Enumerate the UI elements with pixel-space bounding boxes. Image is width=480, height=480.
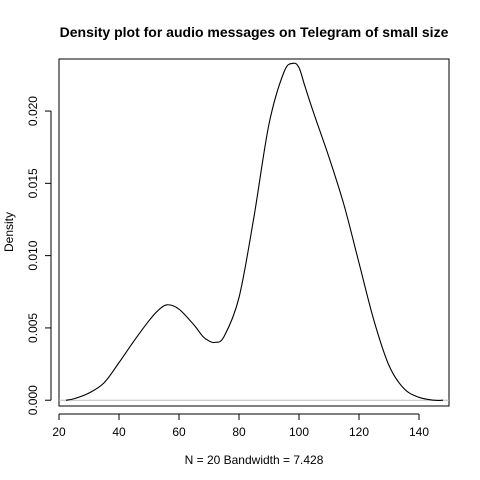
- x-tick-label: 20: [52, 425, 66, 439]
- x-axis: 20 40 60 80 100 120 140: [52, 413, 429, 439]
- y-tick-label: 0.000: [26, 385, 40, 415]
- y-tick-label: 0.020: [26, 96, 40, 126]
- y-axis-label: Density: [2, 212, 16, 252]
- x-tick-label: 100: [289, 425, 309, 439]
- x-axis-label: N = 20 Bandwidth = 7.428: [185, 453, 324, 467]
- chart-title: Density plot for audio messages on Teleg…: [60, 24, 449, 40]
- plot-frame: [58, 58, 450, 407]
- x-tick-label: 40: [112, 425, 126, 439]
- density-series-line: [65, 62, 444, 401]
- y-tick-label: 0.015: [26, 168, 40, 198]
- y-tick-label: 0.005: [26, 313, 40, 343]
- x-tick-label: 120: [349, 425, 369, 439]
- x-tick-label: 140: [409, 425, 429, 439]
- y-tick-label: 0.010: [26, 240, 40, 270]
- x-tick-label: 60: [172, 425, 186, 439]
- y-axis: 0.000 0.005 0.010 0.015 0.020: [26, 96, 52, 415]
- x-tick-label: 80: [232, 425, 246, 439]
